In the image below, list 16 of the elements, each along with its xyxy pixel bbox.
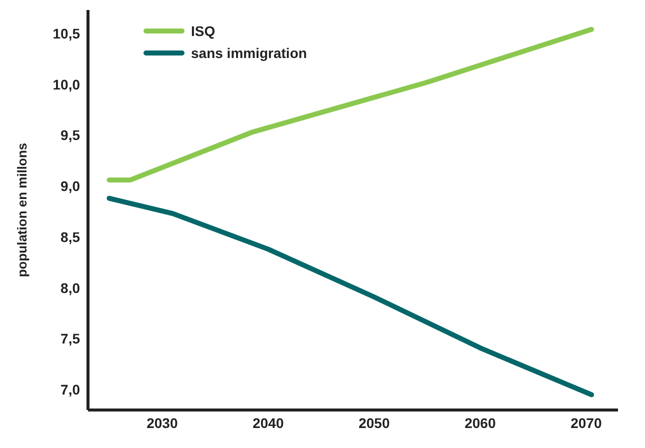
x-tick-label: 2060 — [464, 414, 496, 431]
y-axis-title: population en millons — [14, 142, 30, 278]
x-tick-label: 2070 — [570, 414, 602, 431]
y-tick-label: 10,5 — [52, 25, 80, 42]
y-tick-label: 8,0 — [60, 280, 80, 296]
y-tick-label: 9,5 — [60, 127, 80, 144]
y-tick-label: 7,0 — [60, 382, 80, 398]
legend-label: sans immigration — [191, 45, 307, 61]
x-tick-label: 2030 — [146, 414, 178, 431]
x-tick-label: 2040 — [252, 414, 284, 431]
y-tick-label: 10,0 — [52, 76, 80, 92]
legend-label: ISQ — [191, 23, 216, 39]
y-tick-label: 9,0 — [60, 178, 80, 194]
y-tick-label: 7,5 — [60, 330, 80, 347]
y-tick-label: 8,5 — [60, 228, 80, 245]
x-tick-label: 2050 — [358, 414, 390, 431]
